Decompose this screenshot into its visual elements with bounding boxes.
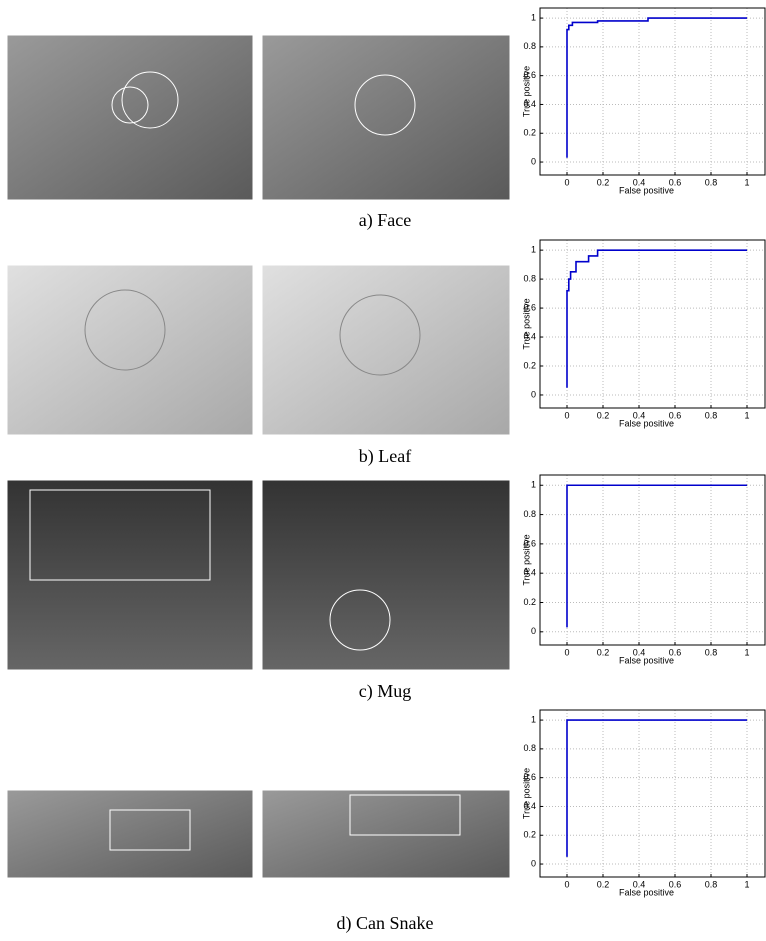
y-tick-label: 0 <box>531 156 536 166</box>
y-tick-label: 0 <box>531 626 536 636</box>
y-tick-label: 0 <box>531 858 536 868</box>
x-axis-label: False positive <box>619 185 674 195</box>
x-tick-label: 1 <box>744 647 749 657</box>
roc-curve <box>567 720 747 857</box>
x-tick-label: 0.8 <box>705 647 718 657</box>
y-axis-label: True positive <box>521 66 531 117</box>
x-tick-label: 0.2 <box>597 879 610 889</box>
y-tick-label: 1 <box>531 12 536 22</box>
y-axis-label: True positive <box>521 768 531 819</box>
y-tick-label: 0.2 <box>523 128 536 138</box>
plot-frame <box>540 475 765 645</box>
caption: b) Leaf <box>359 446 411 467</box>
photo <box>262 265 510 435</box>
photo <box>262 480 510 670</box>
photo <box>262 35 510 200</box>
y-tick-label: 1 <box>531 245 536 255</box>
photo <box>7 35 253 200</box>
x-tick-label: 1 <box>744 879 749 889</box>
page: {"captions": ["a) Face", "b) Leaf", "c) … <box>0 0 766 941</box>
x-axis-label: False positive <box>619 655 674 665</box>
photo <box>7 480 253 670</box>
caption: c) Mug <box>359 681 412 702</box>
y-tick-label: 0 <box>531 389 536 399</box>
x-tick-label: 0.8 <box>705 177 718 187</box>
photo <box>262 790 510 878</box>
x-tick-label: 0.2 <box>597 410 610 420</box>
x-tick-label: 0 <box>564 879 569 889</box>
plot-frame <box>540 240 765 408</box>
figure: a) Face b) Leaf c) Mug d) Can Snake 0 0.2… <box>0 0 766 941</box>
y-tick-label: 0.2 <box>523 360 536 370</box>
y-tick-label: 1 <box>531 480 536 490</box>
y-tick-label: 0.8 <box>523 273 536 283</box>
x-tick-label: 0.2 <box>597 177 610 187</box>
x-tick-label: 0 <box>564 647 569 657</box>
y-axis-label: True positive <box>521 534 531 585</box>
photo <box>7 790 253 878</box>
y-tick-label: 1 <box>531 714 536 724</box>
caption: a) Face <box>359 210 411 231</box>
plot-frame <box>540 8 765 175</box>
y-tick-label: 0.2 <box>523 597 536 607</box>
photos <box>7 35 510 878</box>
x-tick-label: 0.8 <box>705 410 718 420</box>
x-axis-label: False positive <box>619 887 674 897</box>
x-axis-label: False positive <box>619 418 674 428</box>
y-tick-label: 0.8 <box>523 509 536 519</box>
y-axis-label: True positive <box>521 298 531 349</box>
x-tick-label: 1 <box>744 177 749 187</box>
x-tick-label: 0.8 <box>705 879 718 889</box>
caption: d) Can Snake <box>337 913 434 934</box>
roc-curve <box>567 485 747 627</box>
roc-curve <box>567 250 747 388</box>
y-tick-label: 0.8 <box>523 743 536 753</box>
roc-curve <box>567 18 747 158</box>
y-tick-label: 0.2 <box>523 830 536 840</box>
x-tick-label: 1 <box>744 410 749 420</box>
x-tick-label: 0 <box>564 410 569 420</box>
y-tick-label: 0.8 <box>523 41 536 51</box>
x-tick-label: 0 <box>564 177 569 187</box>
plot-frame <box>540 710 765 877</box>
x-tick-label: 0.2 <box>597 647 610 657</box>
